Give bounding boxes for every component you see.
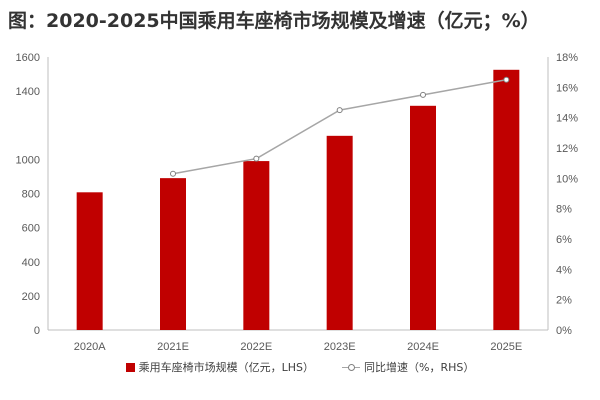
- x-tick-label: 2025E: [490, 341, 522, 353]
- legend-item-bars: 乘用车座椅市场规模（亿元，LHS）: [125, 359, 315, 375]
- bar-2021E: [160, 178, 186, 330]
- left-tick-label: 1400: [16, 86, 40, 98]
- x-tick-label: 2023E: [324, 341, 356, 353]
- right-tick-label: 2%: [556, 295, 572, 307]
- legend-swatch-line: [342, 363, 361, 372]
- x-tick-label: 2022E: [240, 341, 272, 353]
- x-tick-label: 2021E: [157, 341, 189, 353]
- right-tick-label: 18%: [556, 52, 578, 64]
- legend-item-line: 同比增速（%，RHS）: [342, 359, 474, 375]
- bar-2022E: [243, 161, 270, 330]
- chart-legend: 乘用车座椅市场规模（亿元，LHS） 同比增速（%，RHS）: [0, 357, 600, 377]
- legend-label-bars: 乘用车座椅市场规模（亿元，LHS）: [138, 361, 315, 374]
- right-tick-label: 8%: [556, 204, 572, 216]
- left-tick-label: 200: [22, 291, 40, 303]
- bar-2023E: [326, 135, 353, 330]
- legend-swatch-bars: [125, 362, 135, 372]
- growth-point-2022E: [253, 155, 260, 162]
- left-tick-label: 0: [34, 325, 40, 337]
- bar-2025E: [493, 69, 520, 330]
- right-tick-label: 6%: [556, 234, 572, 246]
- left-tick-label: 600: [22, 223, 40, 235]
- x-tick-label: 2024E: [407, 341, 439, 353]
- x-tick-label: 2020A: [74, 341, 106, 353]
- left-tick-label: 1000: [16, 154, 40, 166]
- growth-point-2025E: [503, 76, 510, 83]
- growth-point-2024E: [420, 91, 426, 98]
- bar-2020A: [76, 192, 103, 330]
- bar-2024E: [410, 105, 436, 330]
- left-tick-label: 1600: [16, 52, 40, 64]
- legend-label-line: 同比增速（%，RHS）: [364, 361, 475, 374]
- right-tick-label: 14%: [556, 113, 578, 125]
- right-tick-label: 12%: [556, 143, 578, 155]
- right-tick-label: 4%: [556, 264, 572, 276]
- left-tick-label: 800: [22, 189, 40, 201]
- growth-point-2021E: [170, 170, 176, 177]
- right-tick-label: 0%: [556, 325, 572, 337]
- growth-point-2023E: [336, 107, 343, 114]
- left-tick-label: 400: [22, 257, 40, 269]
- chart-title: 图：2020-2025中国乘用车座椅市场规模及增速（亿元；%）: [8, 10, 540, 32]
- right-tick-label: 16%: [556, 82, 578, 94]
- right-tick-label: 10%: [556, 173, 578, 185]
